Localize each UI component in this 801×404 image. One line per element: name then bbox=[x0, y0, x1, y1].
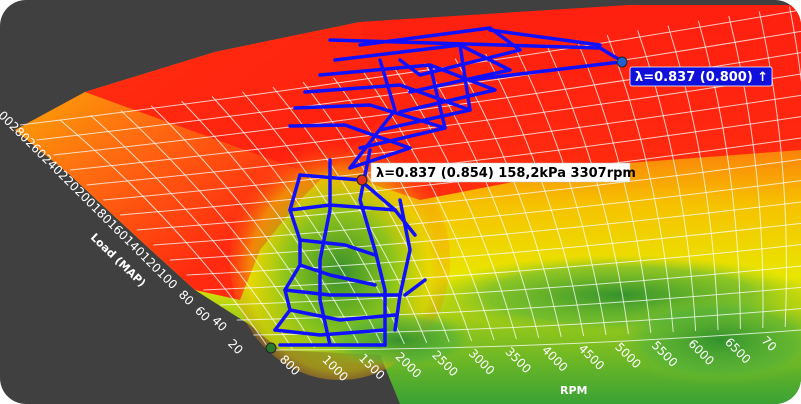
cursor-annotation: λ=0.837 (0.854) 158,2kPa 3307rpm bbox=[370, 162, 636, 183]
origin-marker[interactable] bbox=[265, 342, 277, 354]
highlight-segment bbox=[288, 123, 412, 170]
target-marker[interactable] bbox=[616, 56, 628, 68]
grid-line-load bbox=[219, 265, 801, 306]
grid-line-rpm bbox=[789, 6, 801, 83]
grid-line-rpm bbox=[393, 67, 517, 340]
highlight-segment bbox=[358, 26, 522, 77]
grid-line-load bbox=[19, 9, 801, 126]
grid-line-rpm bbox=[363, 72, 495, 341]
grid-line-rpm bbox=[333, 77, 473, 342]
grid-line-rpm bbox=[697, 20, 741, 330]
grid-line-load bbox=[86, 94, 801, 186]
load-tick-label: 80 bbox=[176, 288, 197, 309]
bottom-green-patch bbox=[320, 310, 480, 370]
highlight-segment bbox=[293, 103, 447, 150]
grid-line-rpm bbox=[758, 11, 787, 328]
surface-gridlines bbox=[19, 6, 801, 351]
highlight-segment bbox=[403, 278, 427, 297]
highlight-wireframe bbox=[273, 26, 622, 347]
grid-line-load bbox=[69, 73, 801, 171]
target-annotation-text: λ=0.837 (0.800) ↑ bbox=[635, 70, 768, 85]
target-annotation: λ=0.837 (0.800) ↑ bbox=[629, 66, 773, 87]
highlight-segment bbox=[348, 58, 397, 170]
load-tick-label: 40 bbox=[209, 313, 230, 334]
highlight-segment bbox=[288, 308, 397, 322]
highlight-segment bbox=[303, 83, 472, 132]
highlight-segment bbox=[298, 263, 377, 287]
grid-line-load bbox=[136, 158, 801, 231]
grid-line-load bbox=[169, 201, 801, 261]
cursor-annotation-text: λ=0.837 (0.854) 158,2kPa 3307rpm bbox=[376, 166, 636, 181]
grid-line-rpm bbox=[515, 48, 607, 336]
highlight-segment bbox=[283, 288, 402, 297]
grid-line-load bbox=[236, 286, 801, 321]
grid-line-rpm bbox=[667, 25, 719, 331]
grid-line-rpm bbox=[272, 86, 428, 344]
grid-line-rpm bbox=[545, 44, 629, 335]
load-tick-label: 20 bbox=[225, 336, 246, 357]
grid-line-rpm bbox=[150, 105, 338, 348]
grid-line-load bbox=[186, 222, 801, 276]
grid-line-rpm bbox=[424, 63, 540, 339]
grid-line-rpm bbox=[485, 53, 585, 337]
grid-line-rpm bbox=[728, 16, 764, 329]
highlight-segment bbox=[468, 60, 622, 82]
highlight-segment bbox=[333, 43, 512, 94]
x-axis-title: RPM bbox=[560, 384, 587, 397]
grid-line-load bbox=[269, 329, 801, 351]
highlight-segment bbox=[318, 158, 332, 347]
highlight-segment bbox=[273, 328, 387, 337]
grid-line-rpm bbox=[90, 114, 293, 350]
grid-line-rpm bbox=[59, 119, 271, 351]
grid-line-rpm bbox=[302, 81, 450, 343]
grid-line-rpm bbox=[454, 58, 562, 338]
highlight-segment bbox=[328, 38, 622, 62]
highlight-segment bbox=[458, 43, 472, 112]
grid-line-rpm bbox=[120, 110, 316, 349]
corner-green-patch bbox=[610, 295, 801, 385]
highlight-segment bbox=[273, 173, 302, 332]
highlight-segment bbox=[393, 208, 417, 237]
grid-line-load bbox=[153, 180, 801, 246]
highlight-segment bbox=[488, 28, 602, 47]
highlight-segment bbox=[428, 63, 447, 130]
highlight-segment bbox=[298, 238, 377, 257]
cursor-marker[interactable] bbox=[356, 174, 368, 186]
load-tick-label: 60 bbox=[192, 303, 213, 324]
